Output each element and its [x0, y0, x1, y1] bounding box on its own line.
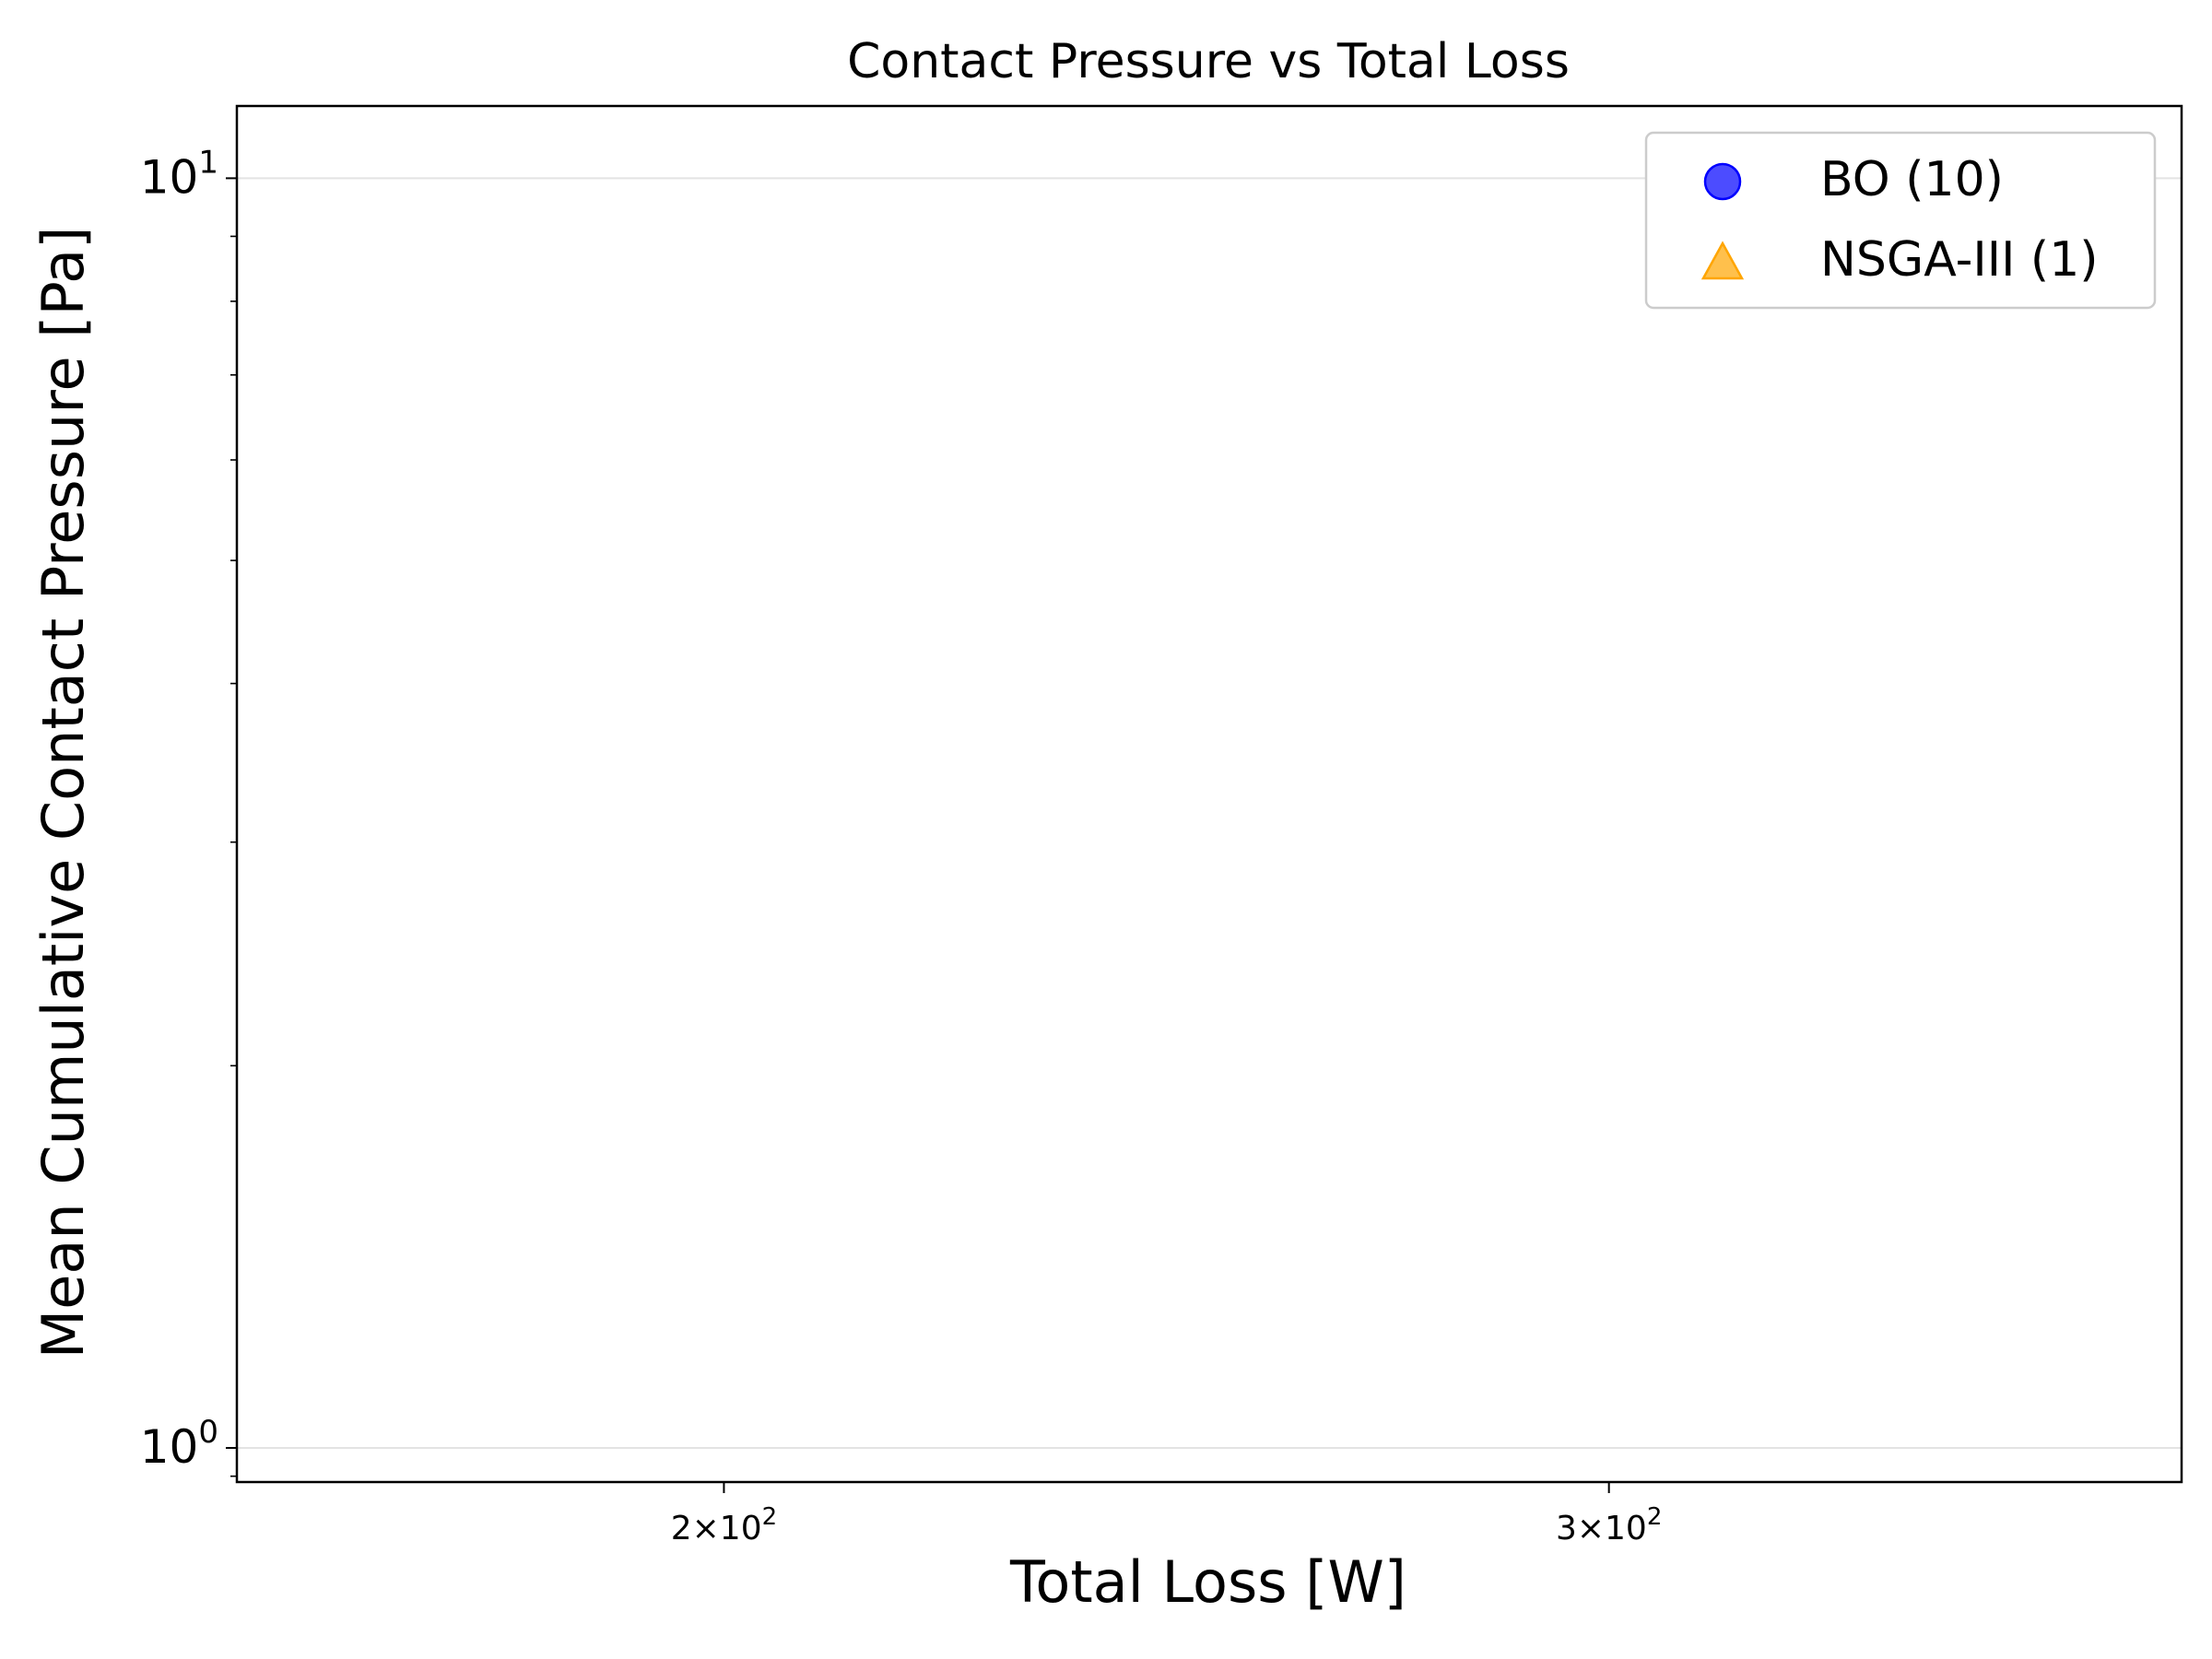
plot-frame	[235, 104, 2183, 1484]
y-tick-label: 100	[140, 1414, 218, 1474]
x-tick-label: 3×102	[1556, 1503, 1662, 1547]
y-tick-label: 101	[140, 144, 218, 204]
legend-circle-marker	[1703, 162, 1742, 201]
legend-triangle-marker	[1700, 241, 1745, 280]
chart-title: Contact Pressure vs Total Loss	[847, 34, 1570, 89]
legend: BO (10) NSGA-III (1)	[1644, 131, 2157, 310]
legend-box	[1644, 131, 2157, 310]
x-tick-label: 2×102	[671, 1503, 777, 1547]
x-axis-label: Total Loss [W]	[1009, 1548, 1406, 1616]
y-axis-label: Mean Cumulative Contact Pressure [Pa]	[29, 227, 97, 1359]
legend-label-bo: BO (10)	[1820, 152, 2004, 207]
axis-ticks: 100 101 2×102 3×102	[140, 144, 1663, 1547]
legend-label-nsga: NSGA-III (1)	[1820, 232, 2099, 288]
